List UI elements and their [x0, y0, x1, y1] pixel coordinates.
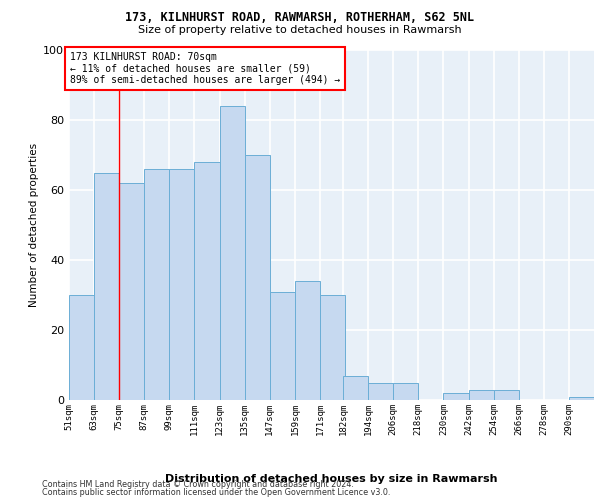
Bar — [169, 169, 194, 400]
Bar — [119, 183, 144, 400]
Bar — [569, 396, 594, 400]
Text: 173, KILNHURST ROAD, RAWMARSH, ROTHERHAM, S62 5NL: 173, KILNHURST ROAD, RAWMARSH, ROTHERHAM… — [125, 11, 475, 24]
Text: Size of property relative to detached houses in Rawmarsh: Size of property relative to detached ho… — [138, 25, 462, 35]
Bar — [469, 390, 494, 400]
Bar — [94, 172, 119, 400]
Bar — [245, 155, 270, 400]
Bar — [393, 382, 418, 400]
Bar — [368, 382, 393, 400]
Bar — [320, 295, 345, 400]
Text: 173 KILNHURST ROAD: 70sqm
← 11% of detached houses are smaller (59)
89% of semi-: 173 KILNHURST ROAD: 70sqm ← 11% of detac… — [70, 52, 340, 85]
Bar — [443, 393, 469, 400]
Bar — [194, 162, 220, 400]
Text: Contains public sector information licensed under the Open Government Licence v3: Contains public sector information licen… — [42, 488, 391, 497]
Bar — [144, 169, 169, 400]
Text: Contains HM Land Registry data © Crown copyright and database right 2024.: Contains HM Land Registry data © Crown c… — [42, 480, 354, 489]
Bar — [270, 292, 295, 400]
Bar — [220, 106, 245, 400]
Bar — [295, 281, 320, 400]
X-axis label: Distribution of detached houses by size in Rawmarsh: Distribution of detached houses by size … — [165, 474, 498, 484]
Bar — [69, 295, 94, 400]
Bar — [494, 390, 519, 400]
Bar — [343, 376, 368, 400]
Y-axis label: Number of detached properties: Number of detached properties — [29, 143, 39, 307]
